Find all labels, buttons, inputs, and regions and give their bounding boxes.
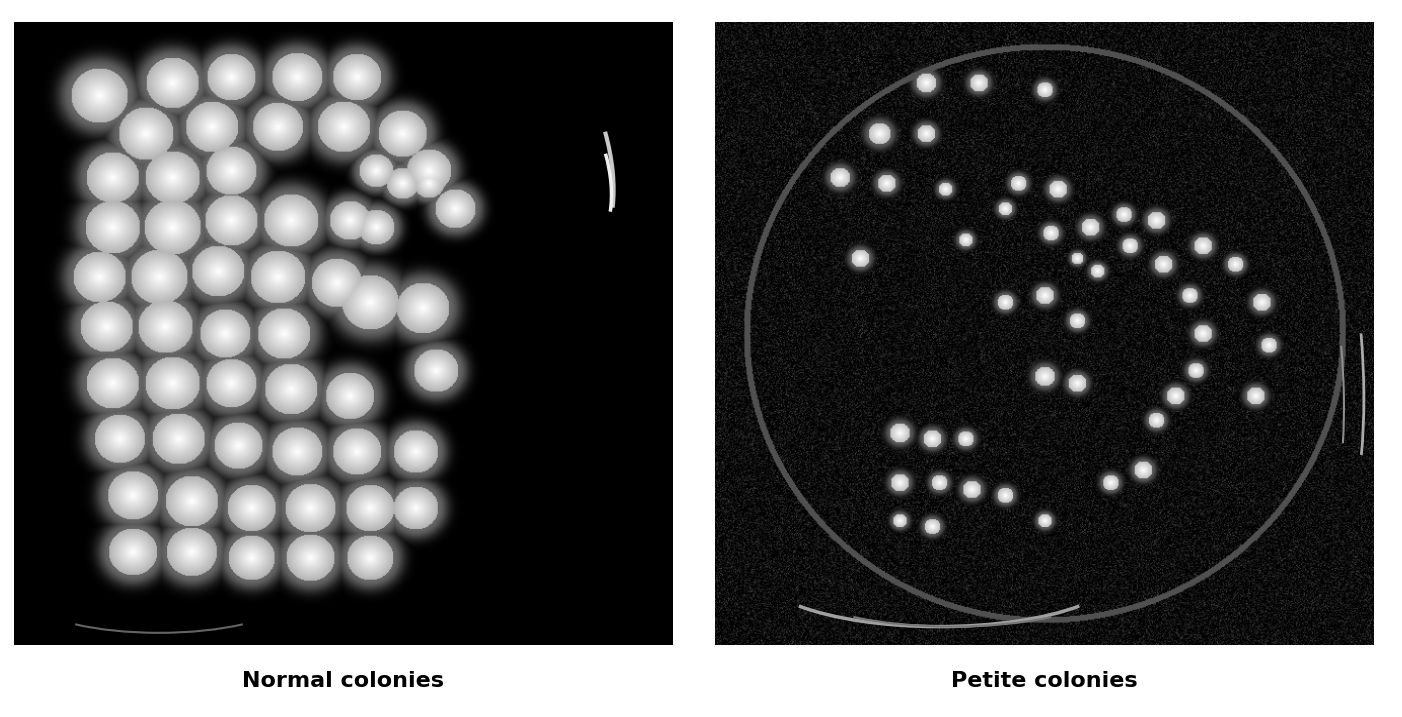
- Text: Petite colonies: Petite colonies: [951, 671, 1138, 691]
- Text: Normal colonies: Normal colonies: [243, 671, 444, 691]
